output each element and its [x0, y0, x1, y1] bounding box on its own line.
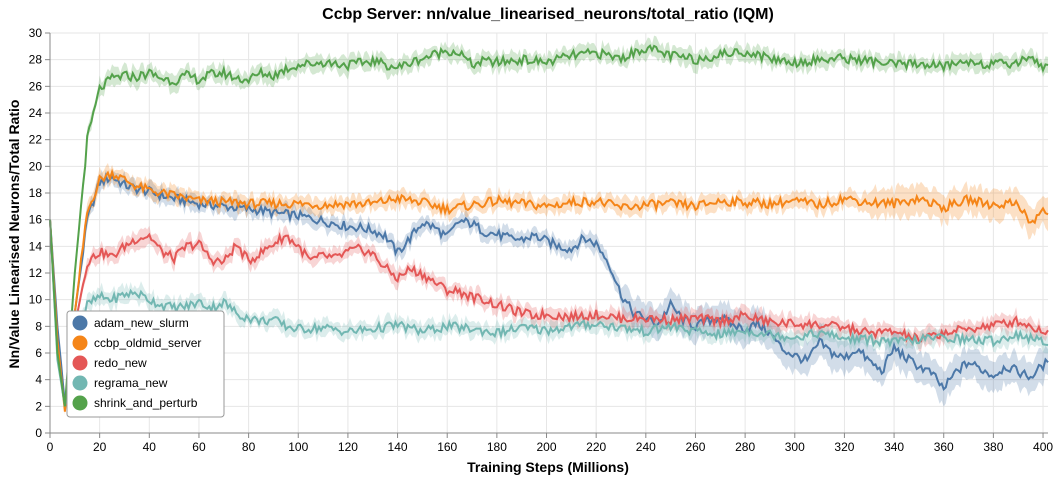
x-tick-label: 200: [537, 440, 557, 454]
legend-label-ccbp_oldmid_server: ccbp_oldmid_server: [94, 336, 201, 350]
y-tick-label: 6: [35, 346, 42, 360]
y-tick-label: 4: [35, 373, 42, 387]
y-tick-label: 22: [29, 133, 43, 147]
legend: adam_new_slurm ccbp_oldmid_server redo_new…: [66, 310, 225, 418]
series-band-adam_new_slurm: [50, 169, 1048, 407]
y-tick-label: 12: [29, 266, 43, 280]
x-tick-label: 40: [143, 440, 157, 454]
legend-box: [66, 310, 225, 418]
x-tick-label: 80: [242, 440, 256, 454]
x-axis-title: Training Steps (Millions): [467, 459, 629, 475]
x-tick-label: 340: [884, 440, 904, 454]
legend-swatch-adam_new_slurm: [72, 315, 88, 331]
series-line-redo_new: [49, 219, 1049, 407]
x-tick-label: 300: [785, 440, 805, 454]
y-tick-label: 2: [35, 399, 42, 413]
y-tick-label: 30: [29, 26, 43, 40]
y-tick-label: 10: [29, 293, 43, 307]
legend-swatch-regrama_new: [72, 375, 88, 391]
y-tick-label: 8: [35, 319, 42, 333]
x-tick-label: 20: [93, 440, 107, 454]
y-tick-label: 16: [29, 213, 43, 227]
series-band-redo_new: [50, 216, 1048, 410]
legend-swatch-shrink_and_perturb: [72, 395, 88, 411]
series-lines: [49, 44, 1049, 412]
x-tick-label: 60: [192, 440, 206, 454]
x-tick-label: 380: [983, 440, 1003, 454]
x-tick-label: 140: [388, 440, 408, 454]
x-tick-label: 160: [437, 440, 457, 454]
legend-swatch-redo_new: [72, 355, 88, 371]
series-line-adam_new_slurm: [49, 172, 1049, 404]
series-band-shrink_and_perturb: [50, 35, 1048, 410]
legend-swatch-ccbp_oldmid_server: [72, 335, 88, 351]
y-tick-label: 18: [29, 186, 43, 200]
y-tick-label: 20: [29, 159, 43, 173]
y-tick-label: 26: [29, 79, 43, 93]
series-line-regrama_new: [49, 219, 1049, 407]
x-tick-label: 0: [47, 440, 54, 454]
legend-label-regrama_new: regrama_new: [94, 376, 168, 390]
x-tick-label: 360: [934, 440, 954, 454]
x-tick-label: 280: [735, 440, 755, 454]
legend-label-shrink_and_perturb: shrink_and_perturb: [94, 396, 198, 410]
x-tick-label: 260: [685, 440, 705, 454]
x-tick-label: 220: [586, 440, 606, 454]
y-tick-label: 14: [29, 239, 43, 253]
legend-label-adam_new_slurm: adam_new_slurm: [94, 316, 189, 330]
y-tick-label: 28: [29, 53, 43, 67]
x-tick-label: 100: [288, 440, 308, 454]
x-tick-label: 120: [338, 440, 358, 454]
series-line-ccbp_oldmid_server: [49, 168, 1049, 412]
axes: 0 20 40 60 80 100 120 140 160 180 200 220 240 260 280 3…: [29, 26, 1054, 454]
x-tick-label: 240: [636, 440, 656, 454]
y-axis-title: Nn/Value Linearised Neurons/Total Ratio: [6, 100, 22, 369]
chart-title: Ccbp Server: nn/value_linearised_neurons…: [322, 6, 774, 23]
x-tick-label: 180: [487, 440, 507, 454]
legend-label-redo_new: redo_new: [94, 356, 147, 370]
y-tick-label: 0: [35, 426, 42, 440]
x-tick-label: 320: [834, 440, 854, 454]
series-line-shrink_and_perturb: [49, 44, 1049, 407]
x-tick-label: 400: [1033, 440, 1053, 454]
y-tick-label: 24: [29, 106, 43, 120]
